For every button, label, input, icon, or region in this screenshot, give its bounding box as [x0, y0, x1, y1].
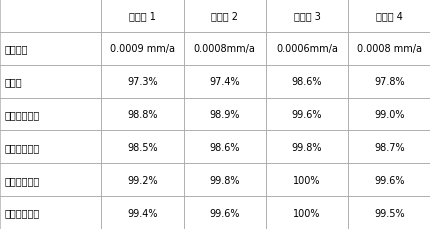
Bar [183, 164, 265, 196]
Bar [0, 98, 101, 131]
Bar [0, 131, 101, 164]
Bar [265, 33, 347, 65]
Bar [0, 196, 101, 229]
Text: 0.0009 mm/a: 0.0009 mm/a [110, 44, 175, 54]
Bar [183, 131, 265, 164]
Bar [183, 65, 265, 98]
Bar [347, 0, 430, 33]
Bar [347, 131, 430, 164]
Bar [265, 65, 347, 98]
Text: 实施例 1: 实施例 1 [129, 11, 156, 21]
Text: 阻垄率: 阻垄率 [4, 77, 22, 87]
Bar [347, 196, 430, 229]
Text: 98.6%: 98.6% [291, 77, 322, 87]
Text: 腐蚀速率: 腐蚀速率 [4, 44, 28, 54]
Text: 98.6%: 98.6% [209, 142, 240, 152]
Bar [347, 164, 430, 196]
Text: 0.0008 mm/a: 0.0008 mm/a [356, 44, 421, 54]
Bar [265, 98, 347, 131]
Bar [101, 164, 183, 196]
Text: 实施例 2: 实施例 2 [211, 11, 238, 21]
Text: 98.7%: 98.7% [373, 142, 404, 152]
Text: 99.6%: 99.6% [209, 208, 240, 218]
Bar [265, 131, 347, 164]
Bar [183, 98, 265, 131]
Text: 100%: 100% [293, 175, 320, 185]
Text: 97.8%: 97.8% [373, 77, 404, 87]
Text: 99.2%: 99.2% [127, 175, 157, 185]
Text: 100%: 100% [293, 208, 320, 218]
Bar [0, 164, 101, 196]
Text: 99.6%: 99.6% [291, 109, 322, 120]
Text: 98.8%: 98.8% [127, 109, 157, 120]
Bar [0, 65, 101, 98]
Text: 99.6%: 99.6% [373, 175, 404, 185]
Text: 99.5%: 99.5% [373, 208, 404, 218]
Bar [0, 0, 101, 33]
Text: 99.8%: 99.8% [209, 175, 240, 185]
Bar [265, 164, 347, 196]
Text: 实施例 4: 实施例 4 [375, 11, 402, 21]
Text: 98.9%: 98.9% [209, 109, 240, 120]
Text: 99.0%: 99.0% [373, 109, 404, 120]
Bar [183, 0, 265, 33]
Bar [347, 65, 430, 98]
Bar [101, 0, 183, 33]
Bar [101, 98, 183, 131]
Bar [101, 33, 183, 65]
Text: 99.8%: 99.8% [291, 142, 322, 152]
Bar [0, 33, 101, 65]
Text: 实施例 3: 实施例 3 [293, 11, 320, 21]
Bar [347, 98, 430, 131]
Text: 98.5%: 98.5% [127, 142, 157, 152]
Bar [101, 196, 183, 229]
Text: 97.4%: 97.4% [209, 77, 240, 87]
Text: 碳酸馒阻垄率: 碳酸馒阻垄率 [4, 109, 40, 120]
Bar [265, 0, 347, 33]
Bar [101, 131, 183, 164]
Text: 99.4%: 99.4% [127, 208, 157, 218]
Text: 0.0006mm/a: 0.0006mm/a [276, 44, 337, 54]
Bar [347, 33, 430, 65]
Text: 碳酸镁阻垄率: 碳酸镁阻垄率 [4, 142, 40, 152]
Bar [183, 196, 265, 229]
Text: 硅酸馒阻垄率: 硅酸馒阻垄率 [4, 175, 40, 185]
Text: 0.0008mm/a: 0.0008mm/a [194, 44, 255, 54]
Bar [101, 65, 183, 98]
Bar [183, 33, 265, 65]
Text: 97.3%: 97.3% [127, 77, 157, 87]
Text: 氧化铁阻垄率: 氧化铁阻垄率 [4, 208, 40, 218]
Bar [265, 196, 347, 229]
